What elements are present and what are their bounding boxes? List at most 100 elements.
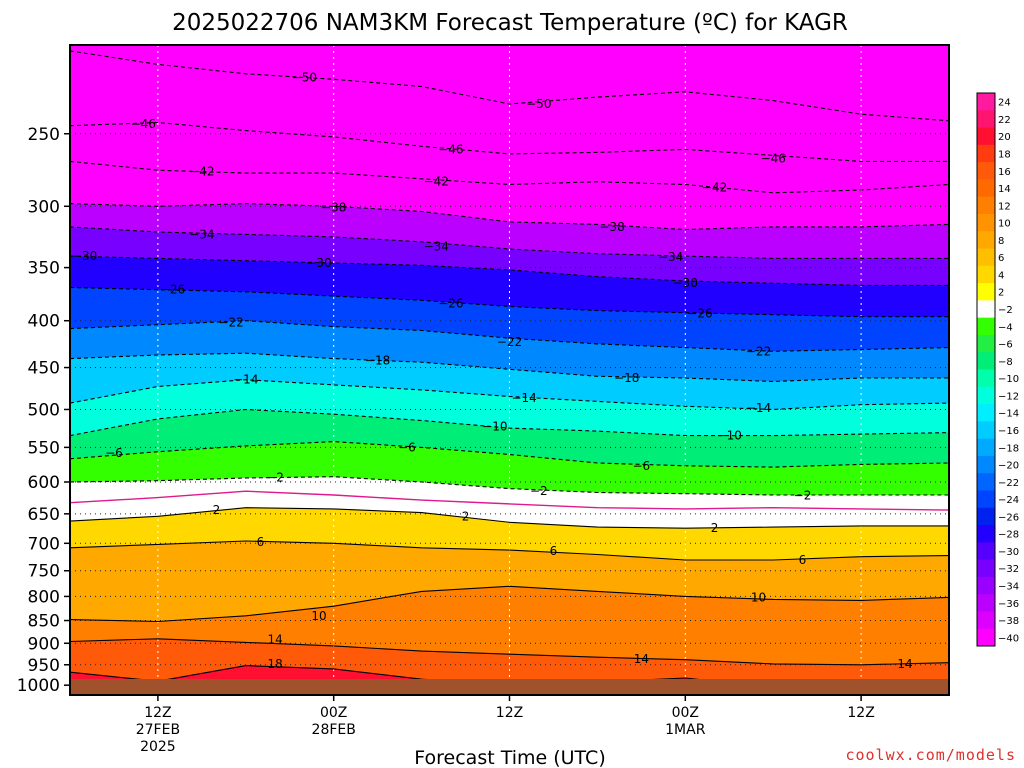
contour-label-13: −30 — [72, 249, 97, 263]
colorbar-cell-1 — [977, 110, 995, 129]
ytick-label-900: 900 — [28, 634, 60, 654]
contour-0 — [70, 490, 949, 511]
contour-label-7: −42 — [702, 180, 727, 194]
contour-label-34: −2 — [794, 489, 812, 503]
colorbar-cell-21 — [977, 455, 995, 474]
y-axis: 2503003504004505005506006507007508008509… — [17, 125, 70, 696]
contour-6 — [70, 540, 949, 561]
colorbar-label-0: 24 — [998, 98, 1011, 109]
contour-label-40: 6 — [799, 553, 807, 567]
colorbar-label-27: −32 — [998, 564, 1019, 575]
colorbar-label-14: −6 — [998, 340, 1013, 351]
colorbar-cell-27 — [977, 559, 995, 578]
xtick-label-1-0: 00Z — [320, 705, 347, 721]
chart-title: 2025022706 NAM3KM Forecast Temperature (… — [172, 10, 848, 36]
colorbar-cell-15 — [977, 352, 995, 370]
colorbar-cell-9 — [977, 248, 995, 267]
contour-label-33: −2 — [530, 484, 548, 498]
colorbar-label-26: −30 — [998, 547, 1019, 558]
contour-label-22: −18 — [365, 353, 390, 367]
colorbar-cell-17 — [977, 386, 995, 405]
contour-label-4: −46 — [761, 151, 786, 165]
contour--50 — [70, 50, 949, 122]
colorbar-label-8: 8 — [998, 236, 1004, 247]
colorbar-label-2: 20 — [998, 132, 1011, 143]
colorbar-cell-12 — [977, 300, 995, 319]
colorbar-label-28: −34 — [998, 582, 1019, 593]
colorbar-label-30: −38 — [998, 616, 1019, 627]
contour-label-43: 14 — [267, 633, 282, 647]
colorbar-label-25: −28 — [998, 530, 1019, 541]
contour-label-29: −6 — [105, 446, 123, 460]
contour-label-9: −38 — [599, 220, 624, 234]
contour-label-31: −6 — [632, 459, 650, 473]
colorbar-cell-2 — [977, 127, 995, 146]
colorbar-label-3: 18 — [998, 150, 1011, 161]
plot-area — [70, 45, 949, 695]
colorbar-cell-30 — [977, 611, 995, 630]
contour-label-32: −2 — [266, 470, 284, 484]
colorbar-label-23: −24 — [998, 495, 1019, 506]
colorbar-cell-18 — [977, 404, 995, 422]
colorbar-cell-6 — [977, 196, 995, 215]
xtick-label-4-0: 12Z — [847, 705, 874, 721]
contour-label-2: −46 — [131, 117, 156, 131]
colorbar-label-7: 10 — [998, 219, 1011, 230]
colorbar-cell-8 — [977, 231, 995, 250]
contour-10 — [70, 585, 949, 623]
colorbar-cell-11 — [977, 283, 995, 301]
colorbar-label-29: −36 — [998, 599, 1019, 610]
contour-label-15: −30 — [673, 276, 698, 290]
ytick-label-800: 800 — [28, 587, 60, 607]
colorbar-label-1: 22 — [998, 115, 1011, 126]
contour-label-44: 14 — [634, 652, 649, 666]
contour-label-16: −26 — [160, 283, 185, 297]
contour-label-1: −50 — [526, 97, 551, 111]
ytick-label-250: 250 — [28, 125, 60, 145]
colorbar-cell-5 — [977, 179, 995, 198]
xtick-label-0-0: 12Z — [144, 705, 171, 721]
contour-label-8: −38 — [321, 201, 346, 215]
colorbar-cell-25 — [977, 525, 995, 543]
contour-label-36: 2 — [462, 509, 470, 523]
contour--14 — [70, 379, 949, 411]
contour-label-11: −34 — [424, 240, 449, 254]
colorbar-label-18: −14 — [998, 409, 1019, 420]
contour-label-14: −30 — [306, 256, 331, 270]
ytick-label-700: 700 — [28, 534, 60, 554]
colorbar-label-11: 2 — [998, 288, 1004, 299]
contour-label-30: −6 — [398, 440, 416, 454]
contour-label-35: 2 — [213, 503, 221, 517]
colorbar-cell-10 — [977, 265, 995, 284]
colorbar-cell-13 — [977, 317, 995, 336]
contour-label-10: −34 — [189, 227, 214, 241]
colorbar-cell-0 — [977, 93, 995, 111]
contour-label-41: 10 — [311, 609, 326, 623]
colorbar-label-19: −16 — [998, 426, 1019, 437]
colorbar-cell-20 — [977, 438, 995, 457]
colorbar-label-15: −8 — [998, 357, 1013, 368]
ytick-label-1000: 1000 — [17, 676, 60, 696]
contour-label-42: 10 — [751, 590, 766, 604]
ytick-label-300: 300 — [28, 197, 60, 217]
ytick-label-400: 400 — [28, 312, 60, 332]
colorbar-label-10: 4 — [998, 271, 1004, 282]
contour-label-6: −42 — [424, 175, 449, 189]
xtick-label-1-1: 28FEB — [312, 722, 356, 738]
colorbar-cell-26 — [977, 542, 995, 561]
ytick-label-850: 850 — [28, 612, 60, 632]
ytick-label-650: 650 — [28, 505, 60, 525]
contour-label-0: −50 — [292, 70, 317, 84]
contour-label-19: −22 — [218, 316, 243, 330]
credit-link[interactable]: coolwx.com/models — [845, 746, 1016, 764]
colorbar: 24 22 20 18 16 14 12 10 8 6 4 2 −2 −4 −6 −8 −10 −12 −14 −16… — [976, 92, 1019, 647]
colorbar-cell-23 — [977, 490, 995, 509]
contour-label-25: −14 — [511, 391, 536, 405]
ground-band — [70, 679, 949, 695]
ytick-label-600: 600 — [28, 473, 60, 493]
contour-label-17: −26 — [438, 296, 463, 310]
colorbar-label-4: 16 — [998, 167, 1011, 178]
colorbar-label-24: −26 — [998, 512, 1019, 523]
colorbar-cell-7 — [977, 213, 995, 232]
contour-14 — [70, 638, 949, 666]
